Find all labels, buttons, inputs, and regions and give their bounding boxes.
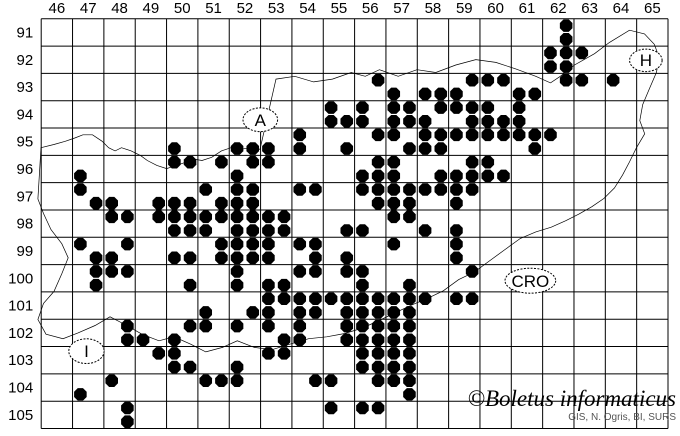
svg-text:55: 55 — [331, 0, 348, 17]
svg-text:53: 53 — [268, 0, 285, 17]
svg-text:63: 63 — [581, 0, 598, 17]
svg-text:©Boletus informaticus: ©Boletus informaticus — [468, 386, 677, 411]
svg-text:49: 49 — [143, 0, 160, 17]
svg-text:60: 60 — [487, 0, 504, 17]
svg-text:50: 50 — [174, 0, 191, 17]
svg-text:91: 91 — [17, 24, 34, 41]
svg-text:99: 99 — [17, 243, 34, 260]
svg-text:95: 95 — [17, 134, 34, 151]
svg-text:54: 54 — [299, 0, 316, 17]
svg-text:52: 52 — [237, 0, 254, 17]
svg-text:GIS, N. Ogris, BI, SURS: GIS, N. Ogris, BI, SURS — [568, 412, 676, 423]
svg-text:102: 102 — [8, 325, 33, 342]
svg-text:CRO: CRO — [511, 272, 549, 291]
svg-text:65: 65 — [644, 0, 661, 17]
svg-text:64: 64 — [613, 0, 630, 17]
svg-text:104: 104 — [8, 380, 33, 397]
svg-text:61: 61 — [519, 0, 536, 17]
svg-text:48: 48 — [111, 0, 128, 17]
svg-text:105: 105 — [8, 407, 33, 424]
svg-text:56: 56 — [362, 0, 379, 17]
svg-text:98: 98 — [17, 216, 34, 233]
svg-text:96: 96 — [17, 161, 34, 178]
svg-text:I: I — [84, 342, 89, 361]
svg-text:100: 100 — [8, 270, 33, 287]
svg-text:59: 59 — [456, 0, 473, 17]
svg-text:97: 97 — [17, 188, 34, 205]
svg-text:A: A — [255, 111, 267, 130]
svg-text:94: 94 — [17, 106, 34, 123]
svg-text:103: 103 — [8, 352, 33, 369]
svg-text:92: 92 — [17, 52, 34, 69]
svg-text:93: 93 — [17, 79, 34, 96]
svg-text:101: 101 — [8, 298, 33, 315]
svg-text:51: 51 — [205, 0, 222, 17]
svg-text:46: 46 — [49, 0, 66, 17]
svg-text:62: 62 — [550, 0, 567, 17]
svg-text:H: H — [640, 51, 652, 70]
svg-text:47: 47 — [80, 0, 97, 17]
svg-text:58: 58 — [425, 0, 442, 17]
svg-text:57: 57 — [393, 0, 410, 17]
